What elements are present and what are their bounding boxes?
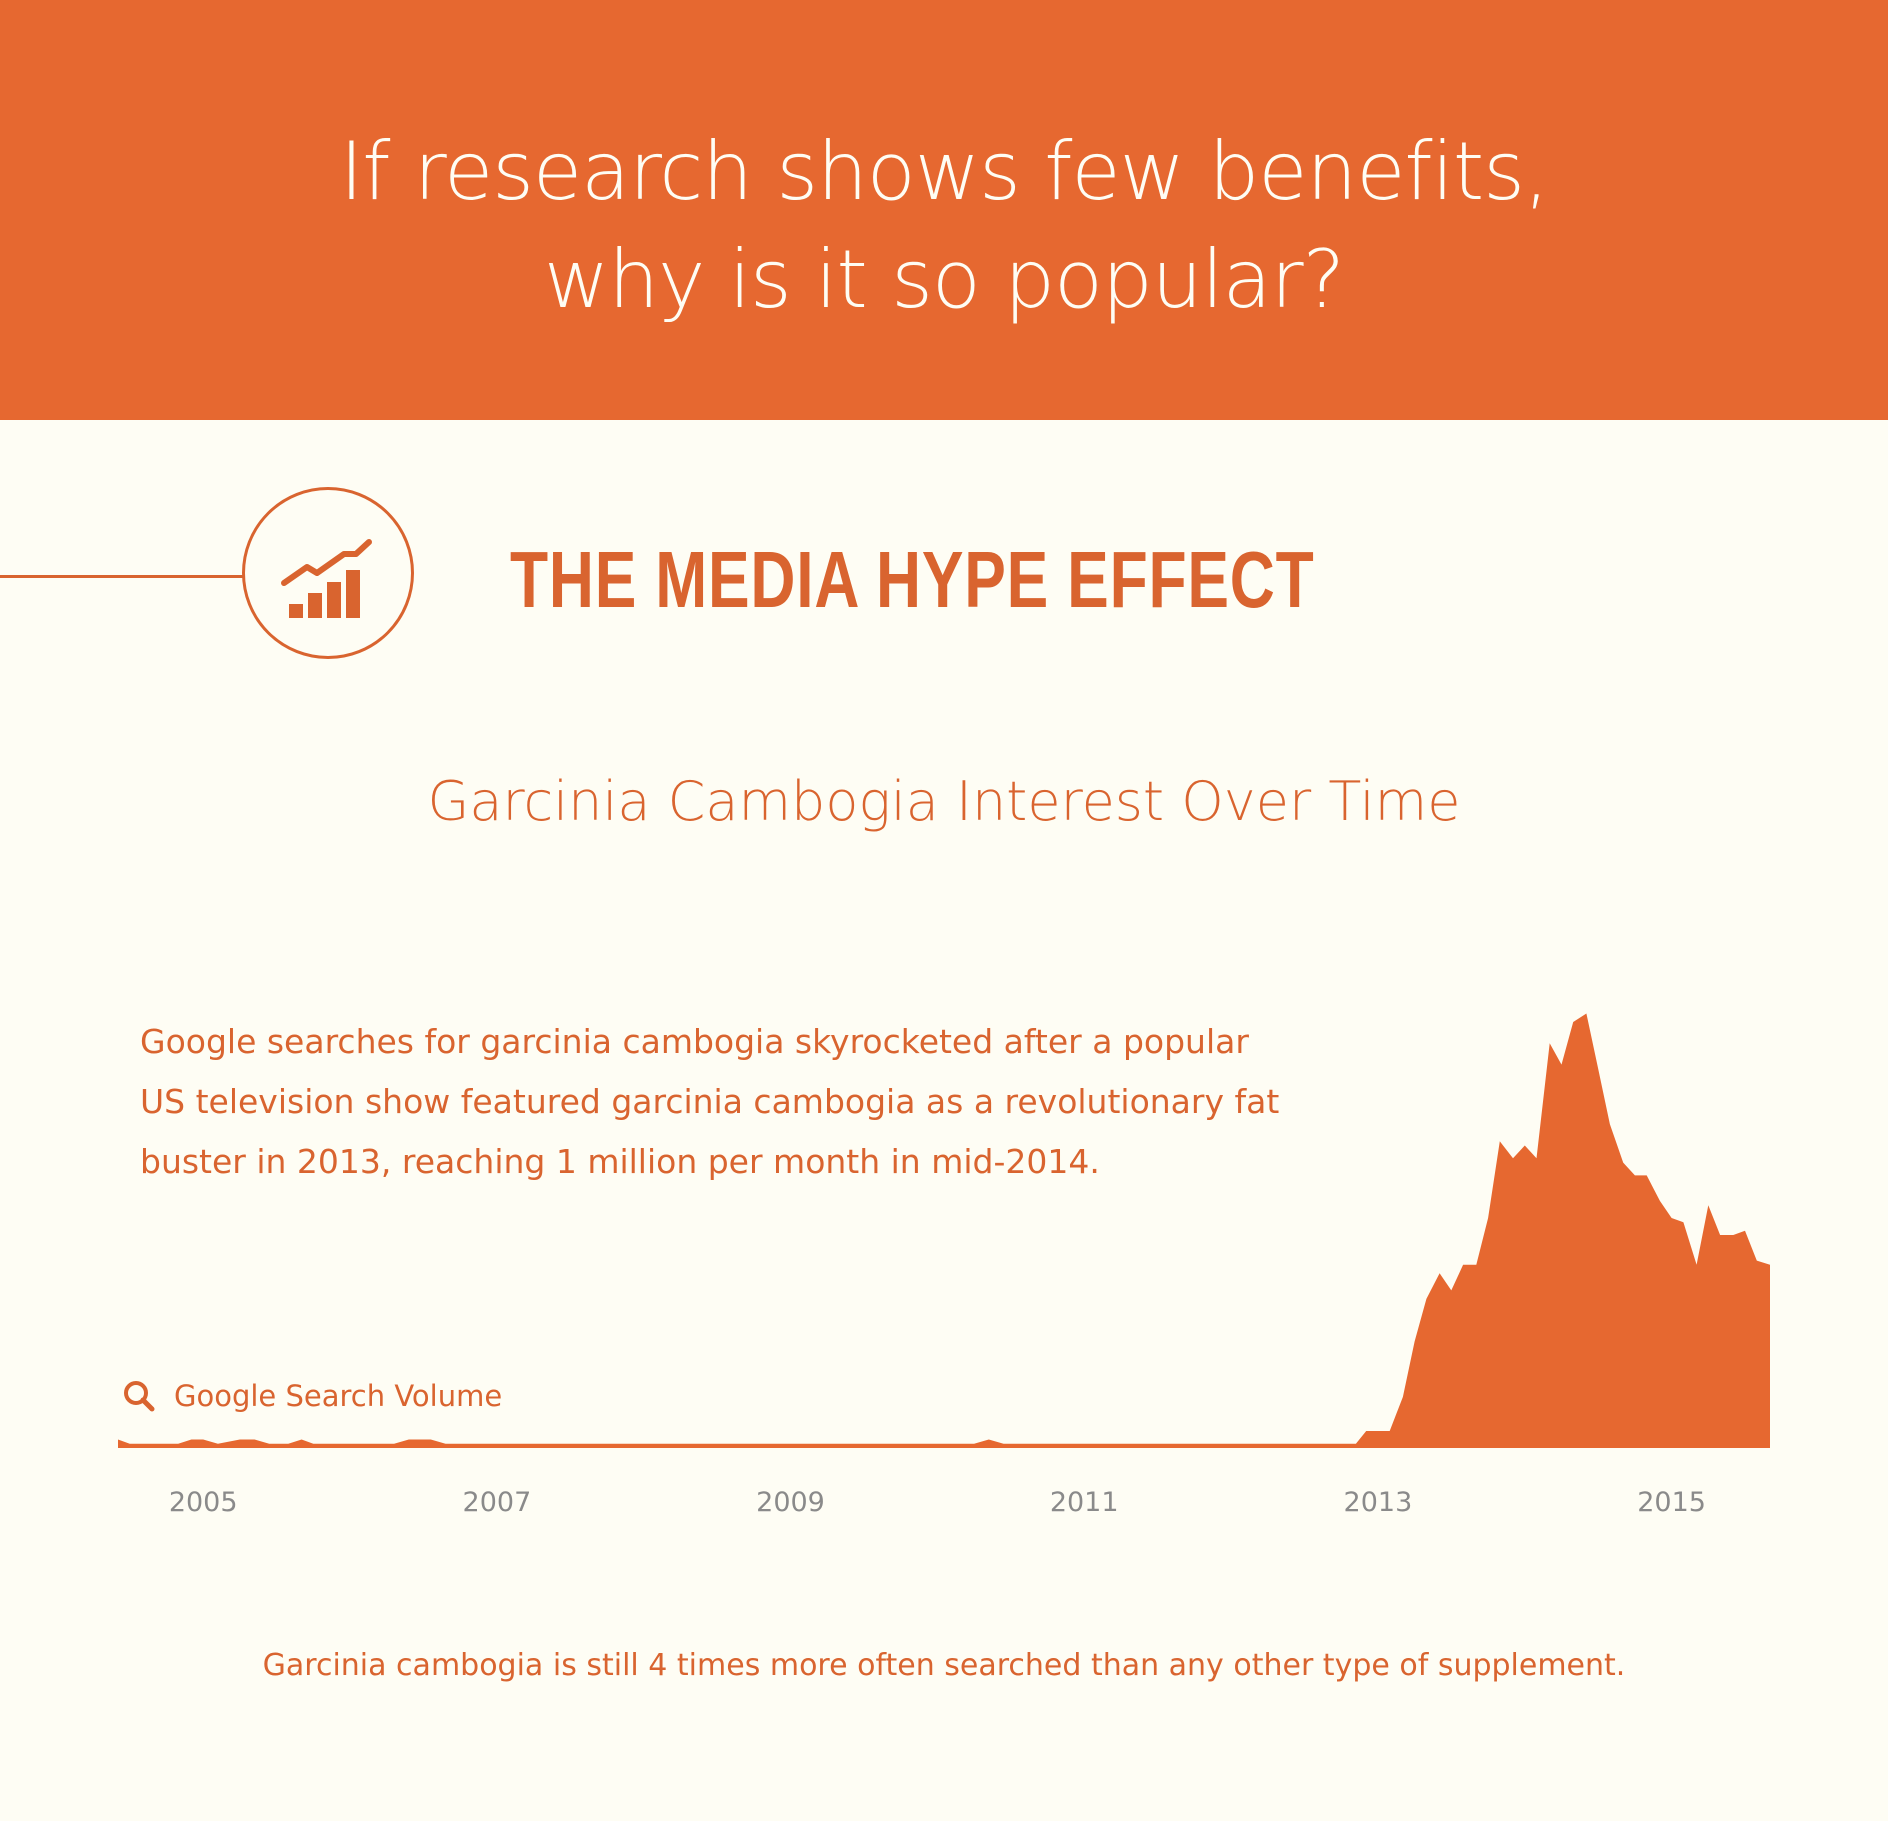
chart-baseline — [118, 1446, 1770, 1448]
page-headline: If research shows few benefits, why is i… — [0, 118, 1888, 334]
section-divider-line — [0, 575, 243, 578]
chart-description: Google searches for garcinia cambogia sk… — [140, 1022, 1280, 1181]
legend-label: Google Search Volume — [174, 1379, 503, 1413]
x-tick-label: 2015 — [1637, 1487, 1706, 1518]
headline-line-1: If research shows few benefits, — [339, 125, 1550, 218]
headline-line-2: why is it so popular? — [543, 233, 1345, 326]
search-icon — [124, 1381, 155, 1412]
x-tick-label: 2011 — [1050, 1487, 1119, 1518]
footer-note: Garcinia cambogia is still 4 times more … — [262, 1648, 1626, 1683]
chart-legend: Google Search Volume — [122, 1376, 502, 1416]
search-volume-area — [118, 1013, 1770, 1448]
chart-title: Garcinia Cambogia Interest Over Time — [427, 770, 1461, 833]
section-title: THE MEDIA HYPE EFFECT — [510, 535, 1315, 624]
x-tick-label: 2007 — [463, 1487, 532, 1518]
x-tick-label: 2009 — [756, 1487, 825, 1518]
trending-chart-icon — [242, 487, 414, 659]
x-tick-label: 2013 — [1344, 1487, 1413, 1518]
header-banner — [0, 0, 1888, 420]
x-tick-label: 2005 — [169, 1487, 238, 1518]
